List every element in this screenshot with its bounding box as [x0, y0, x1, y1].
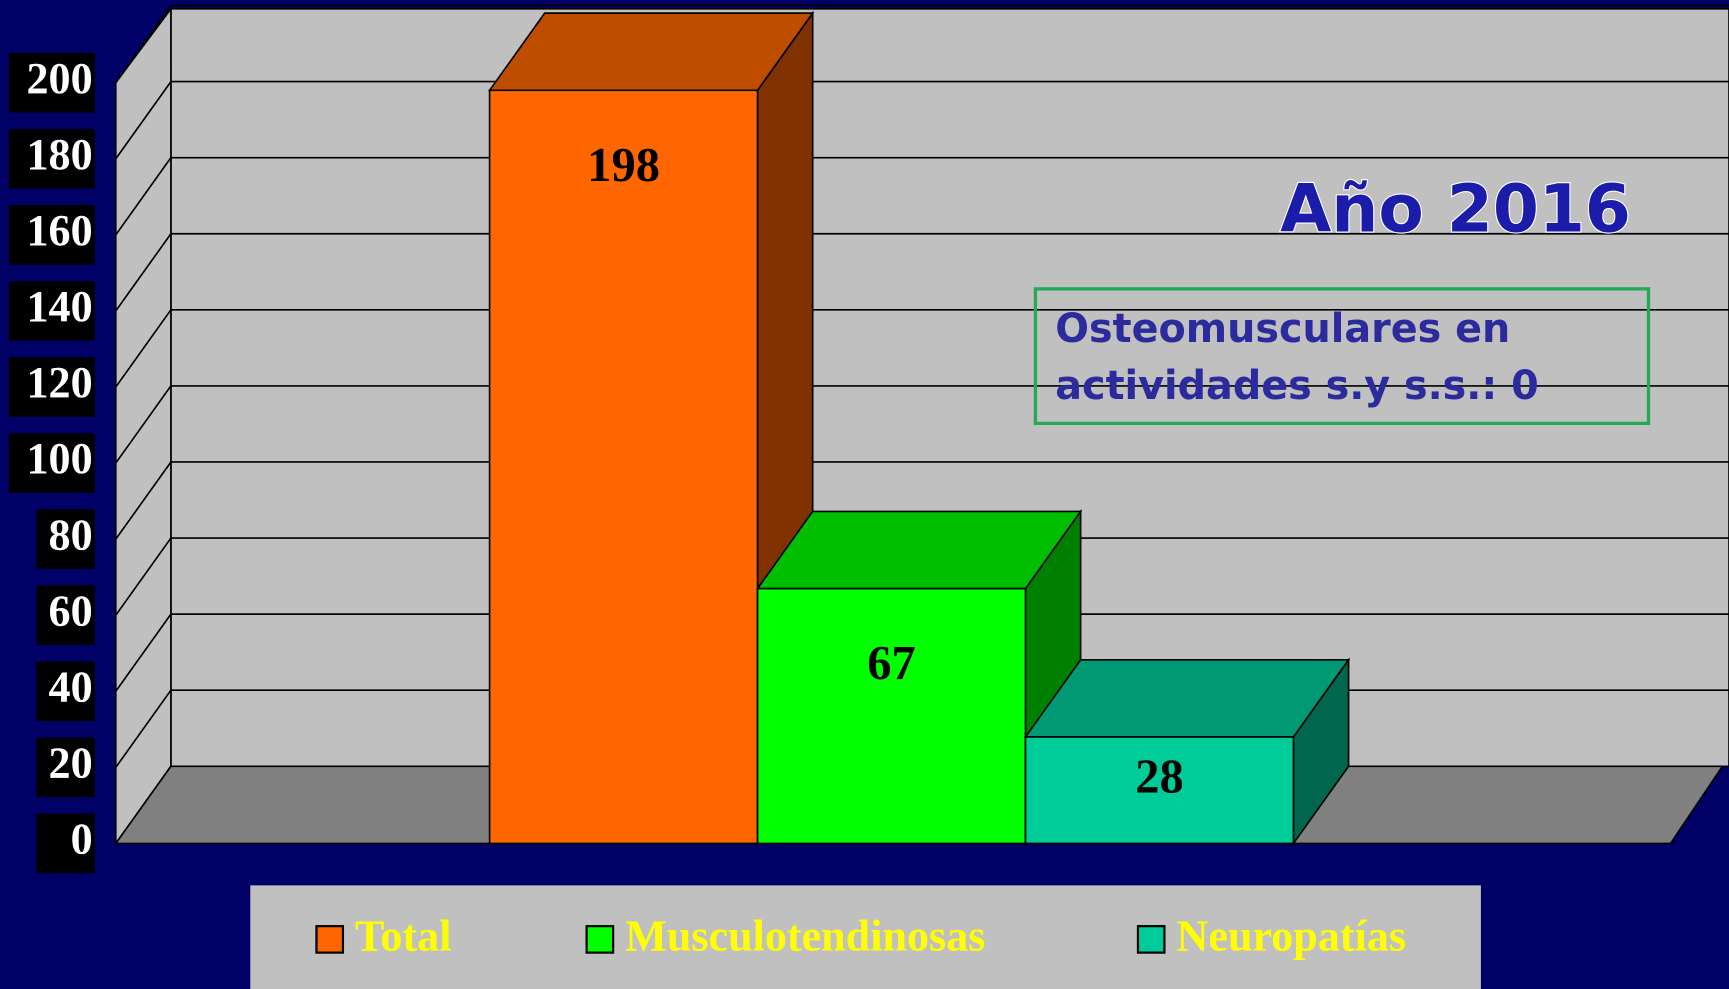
y-tick-label: 120 [26, 358, 92, 407]
legend-box [250, 885, 1481, 989]
tick-label-bg [8, 357, 95, 417]
bar [1024, 736, 1295, 845]
bar [488, 89, 759, 845]
bar-top [755, 510, 1083, 590]
y-tick-label: 180 [26, 130, 92, 179]
bar [756, 587, 1027, 845]
tick-label-bg [8, 52, 95, 113]
grid-line [115, 233, 172, 312]
y-tick-label: 160 [26, 206, 92, 255]
bar-top [1023, 658, 1351, 738]
data-label: 28 [1135, 750, 1184, 803]
grid-line [115, 461, 172, 540]
grid-line [115, 5, 172, 84]
y-tick-label: 100 [26, 434, 92, 483]
legend-label: Total [355, 912, 451, 961]
grid-line [115, 309, 172, 388]
y-tick-label: 140 [26, 282, 92, 331]
annotation: Osteomusculares en [1055, 306, 1510, 352]
y-tick-label: 0 [71, 815, 93, 864]
tick-label-bg [36, 813, 95, 874]
bar-top [487, 12, 815, 92]
legend-swatch [315, 925, 345, 954]
y-tick-label: 60 [49, 586, 93, 635]
y-tick-label: 20 [49, 739, 93, 788]
tick-label-bg [36, 585, 95, 645]
tick-label-bg [8, 433, 95, 493]
legend-label: Neuropatías [1177, 912, 1406, 961]
grid-line [115, 613, 172, 692]
chart-title: Año 2016 [1280, 171, 1631, 248]
y-tick-label: 40 [49, 662, 93, 711]
tick-label-bg [8, 281, 95, 341]
data-label: 67 [867, 637, 916, 690]
annotation-box [1033, 287, 1651, 426]
legend-swatch [585, 925, 615, 954]
grid-line [115, 81, 172, 160]
y-tick-label: 200 [26, 54, 92, 103]
legend-label: Musculotendinosas [625, 912, 985, 961]
tick-label-bg [8, 205, 95, 265]
side-wall [114, 6, 172, 847]
tick-label-bg [36, 737, 95, 798]
grid-line [115, 157, 172, 236]
annotation: actividades s.y s.s.: 0 [1055, 363, 1538, 409]
tick-label-bg [8, 129, 95, 189]
y-tick-label: 80 [49, 510, 93, 559]
data-label: 198 [587, 139, 660, 192]
legend-swatch [1136, 925, 1166, 954]
tick-label-bg [36, 661, 95, 722]
tick-label-bg [36, 509, 95, 569]
grid-line [115, 689, 172, 768]
grid-line [115, 537, 172, 616]
grid-line [115, 385, 172, 464]
